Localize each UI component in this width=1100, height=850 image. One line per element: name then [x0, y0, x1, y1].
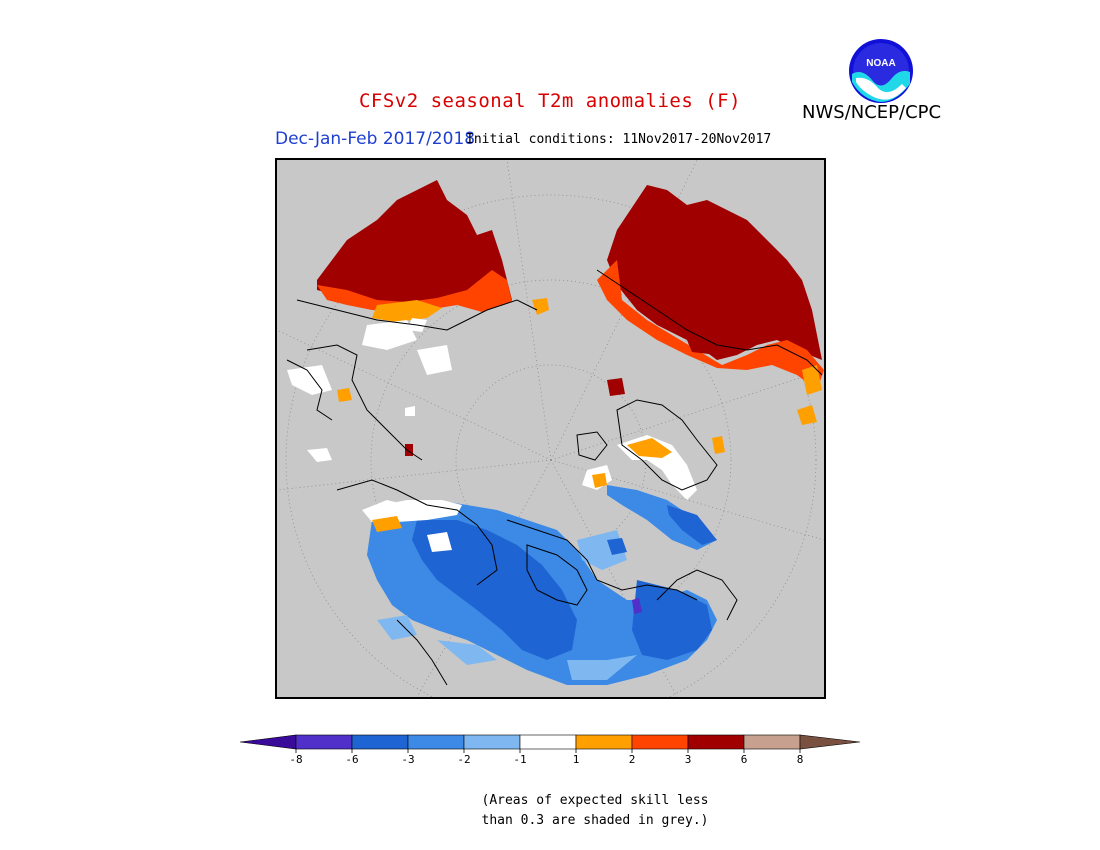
colorbar-tick-label: -1 [513, 753, 526, 766]
map-panel [275, 158, 826, 699]
skill-note: (Areas of expected skill less than 0.3 a… [460, 791, 730, 831]
agency-label: NWS/NCEP/CPC [802, 102, 942, 123]
colorbar-bin [519, 734, 577, 750]
colorbar-bin [631, 734, 689, 750]
colorbar-bin [295, 734, 353, 750]
coastlines [286, 269, 823, 686]
eurasia-warm-region [287, 180, 549, 456]
north-america-warm-region [597, 185, 824, 454]
colorbar-tick-label: 1 [573, 753, 580, 766]
greenland-region [582, 435, 717, 550]
colorbar-tick-label: 6 [741, 753, 748, 766]
colorbar-bin [463, 734, 521, 750]
map-title: CFSv2 seasonal T2m anomalies (F) [358, 90, 742, 112]
colorbar-bin [407, 734, 465, 750]
polar-map [277, 160, 824, 697]
colorbar-low-arrow [239, 734, 297, 750]
noaa-logo: NOAA [849, 39, 913, 103]
colorbar-tick-label: -8 [289, 753, 302, 766]
colorbar-tick-label: 8 [797, 753, 804, 766]
colorbar-bin [351, 734, 409, 750]
initial-conditions: Initial conditions: 11Nov2017-20Nov2017 [466, 132, 772, 147]
europe-region [307, 448, 462, 532]
colorbar-ticks: -8 -6 -3 -2 -1 1 2 3 6 8 [289, 749, 803, 766]
skill-note-line1: (Areas of expected skill less [481, 793, 709, 808]
colorbar-tick-label: -6 [345, 753, 358, 766]
colorbar-legend: -8 -6 -3 -2 -1 1 2 3 6 8 [239, 734, 861, 766]
skill-note-line2: than 0.3 are shaded in grey.) [481, 813, 709, 828]
colorbar-tick-label: 3 [685, 753, 692, 766]
colorbar-bin [575, 734, 633, 750]
colorbar-tick-label: -2 [457, 753, 470, 766]
colorbar-bin [743, 734, 801, 750]
colorbar-tick-label: -3 [401, 753, 414, 766]
colorbar-tick-label: 2 [629, 753, 636, 766]
colorbar-bin [687, 734, 745, 750]
colorbar-high-arrow [799, 734, 861, 750]
logo-text: NOAA [866, 58, 895, 69]
colorbar-bins [239, 734, 861, 750]
forecast-period: Dec-Jan-Feb 2017/2018 [275, 129, 476, 149]
